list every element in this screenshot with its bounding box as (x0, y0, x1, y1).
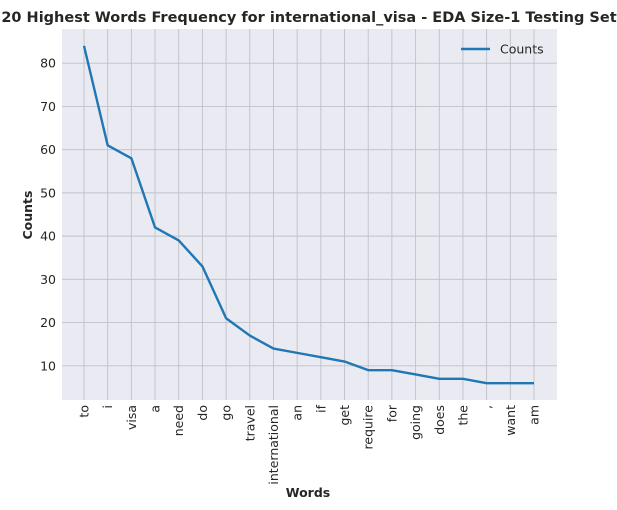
x-tick-label: a (148, 405, 163, 413)
x-tick-label: require (361, 405, 376, 450)
y-axis-label: Counts (20, 191, 35, 240)
y-tick-label: 30 (40, 272, 56, 287)
x-tick-label: go (219, 405, 234, 421)
series-line-counts (82, 45, 534, 385)
x-tick-label: , (479, 405, 494, 409)
x-axis-ticks: to i visa a need do go travel international an if g… (77, 404, 542, 484)
x-tick-label: an (290, 405, 305, 421)
x-tick-label: want (503, 405, 518, 436)
y-tick-label: 60 (40, 142, 56, 157)
x-tick-label: travel (242, 405, 257, 441)
grid-lines (62, 29, 557, 400)
x-tick-label: if (313, 404, 328, 412)
y-tick-label: 40 (40, 229, 56, 244)
x-tick-label: do (195, 405, 210, 421)
y-tick-label: 50 (40, 185, 56, 200)
chart-title: 20 Highest Words Frequency for internati… (1, 10, 616, 26)
y-tick-label: 10 (40, 358, 56, 373)
x-tick-label: am (527, 405, 542, 425)
y-axis-ticks: 10 20 30 40 50 60 70 80 (40, 56, 56, 374)
x-tick-label: get (337, 405, 352, 426)
x-tick-label: does (432, 405, 447, 435)
y-tick-label: 20 (40, 315, 56, 330)
plot-area (62, 29, 557, 400)
x-tick-label: the (455, 405, 470, 426)
legend-label-counts: Counts (500, 42, 544, 57)
y-tick-label: 80 (40, 56, 56, 71)
x-axis-label: Words (286, 485, 330, 500)
x-tick-label: for (384, 404, 399, 422)
legend: Counts (461, 42, 544, 57)
x-tick-label: going (408, 405, 423, 440)
x-tick-label: i (100, 405, 115, 408)
x-tick-label: visa (124, 405, 139, 430)
x-tick-label: international (266, 405, 281, 485)
y-tick-label: 70 (40, 99, 56, 114)
x-tick-label: to (77, 405, 92, 418)
x-tick-label: need (171, 405, 186, 436)
